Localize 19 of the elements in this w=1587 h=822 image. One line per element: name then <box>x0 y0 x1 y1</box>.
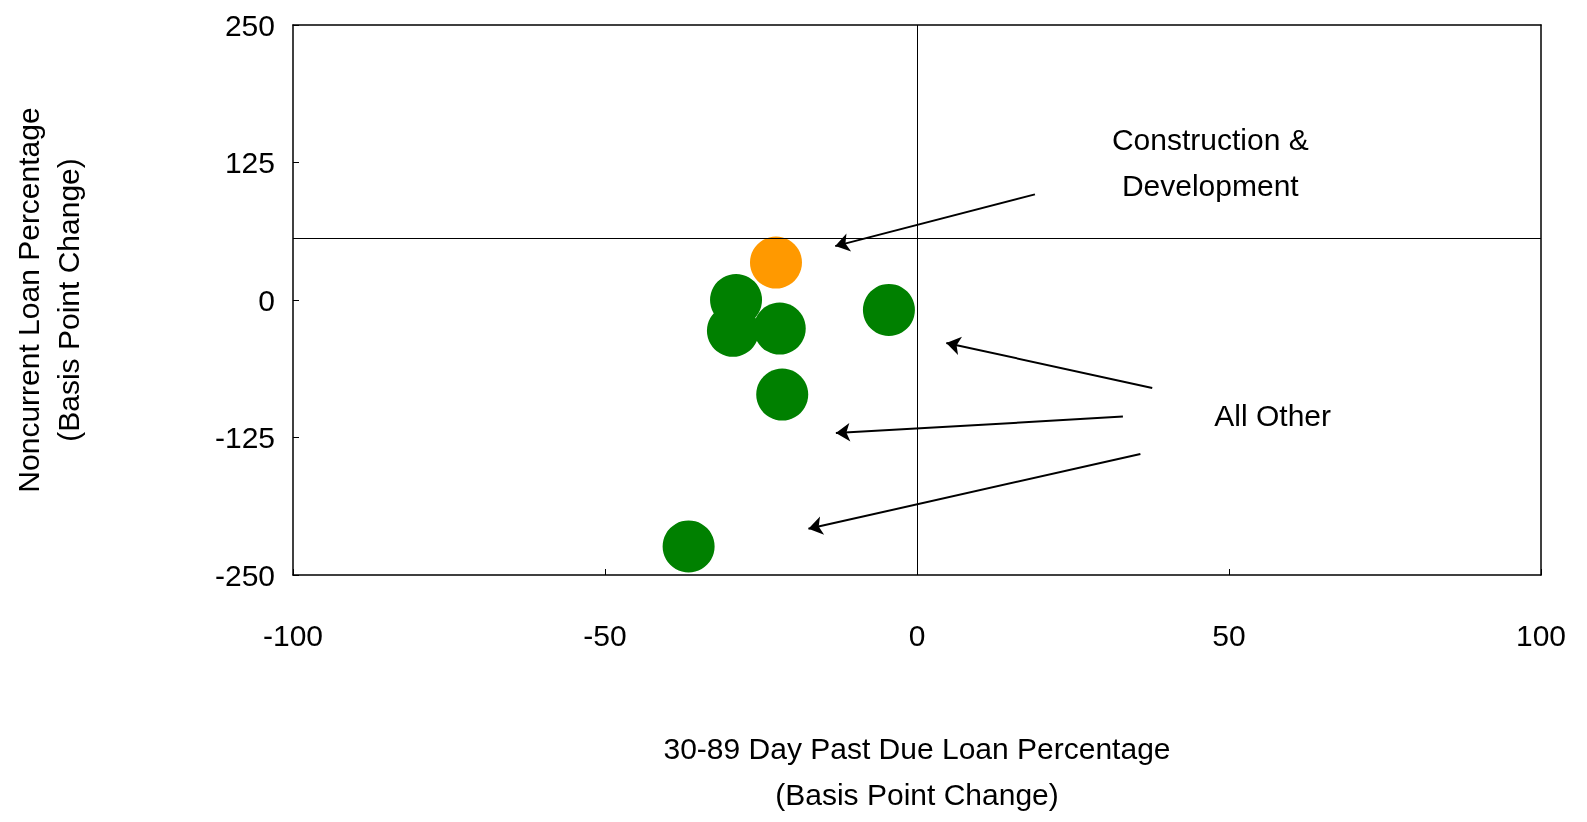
x-axis-title: 30-89 Day Past Due Loan Percentage (Basis Point Change) <box>663 731 1171 811</box>
annotation: All Other <box>1214 399 1332 432</box>
y-tick-label: -250 <box>214 558 275 592</box>
x-tick-label: -100 <box>262 618 324 652</box>
annotation: Construction & Development <box>1111 123 1309 202</box>
point <box>756 368 809 421</box>
point <box>662 520 715 573</box>
x-tick-label: 100 <box>1515 618 1567 652</box>
point <box>750 236 802 289</box>
y-tick-label: -125 <box>214 421 275 454</box>
point <box>753 302 806 355</box>
x-tick-label: 50 <box>1212 618 1246 652</box>
point <box>862 283 915 336</box>
x-tick-label: -50 <box>583 618 627 652</box>
x-tick-label: 0 <box>908 618 926 652</box>
y-tick-label: 125 <box>224 146 275 179</box>
y-tick-label: 0 <box>258 283 275 317</box>
y-axis-title: Noncurrent Loan Percentage (Basis Point Change) <box>11 107 85 493</box>
y-tick-label: 250 <box>224 8 275 42</box>
